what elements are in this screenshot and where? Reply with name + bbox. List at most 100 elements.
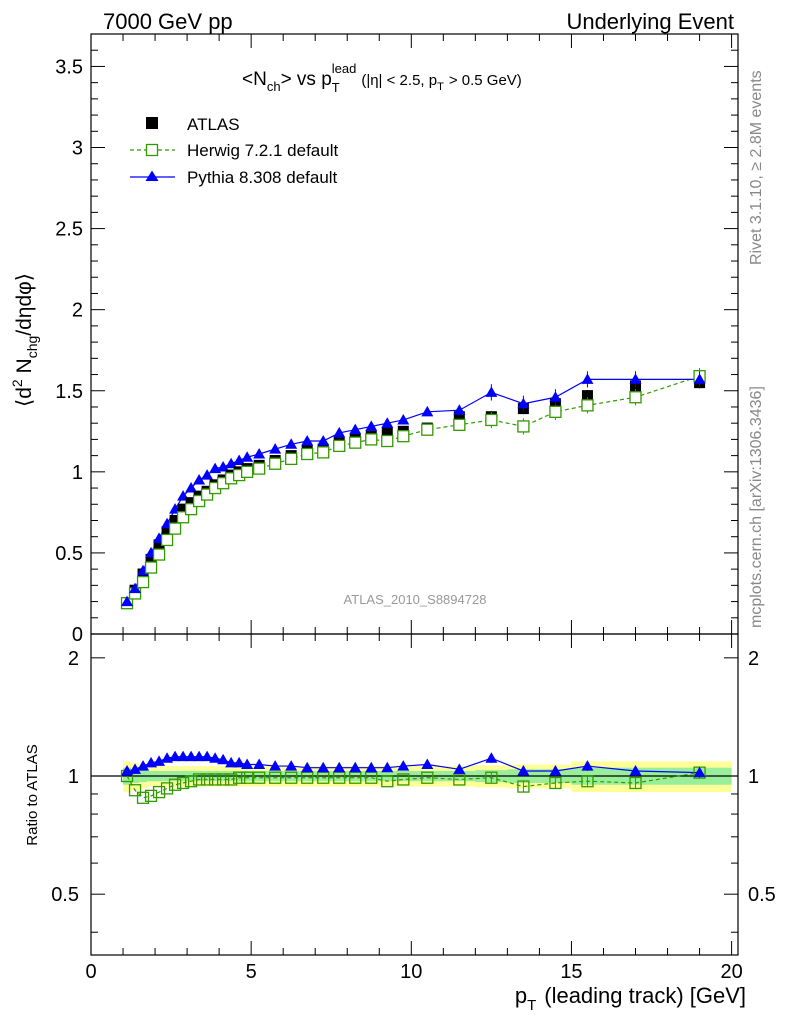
herwig-point [160,533,174,547]
ratio-pythia-point [301,761,314,773]
herwig-point [136,575,150,589]
ratio-herwig-point [200,773,214,786]
atlas-point [153,539,165,551]
ratio-pythia-point [217,753,230,765]
pythia-point [233,454,246,465]
pythia-point [193,473,206,485]
pythia-point [185,482,198,493]
title-main: <N [242,69,267,90]
pythia-point [549,391,562,402]
herwig-point [269,457,282,470]
ratio-pythia-point [193,750,206,762]
ratio-herwig-point [253,771,266,784]
ratio-herwig-point [216,773,230,786]
atlas-point [581,390,593,402]
ratio-herwig-point [453,773,466,786]
ratio-herwig-point [224,773,238,786]
ratio-herwig-point [160,782,174,795]
pythia-point [629,373,642,384]
pythia-point [269,443,282,454]
main-y-axis-label: ⟨d2 Nchg/dηdφ⟩ [9,273,40,407]
atlas-point [177,503,189,515]
ratio-herwig-point [136,791,150,804]
ratio-pythia-point [201,750,214,762]
ratio-pythia-point [241,758,254,769]
title-mid-sub: T [332,80,340,95]
main-y-tick-labels: 0.5 1 1.5 2 2.5 3 3.5 0 [55,56,83,646]
ratio-pythia-point [693,766,706,778]
ratio-herwig-point [301,771,314,784]
atlas-point [453,411,465,423]
ratio-pythia-point [317,761,330,773]
herwig-point [144,561,158,574]
ylabel-sub: chg [24,336,40,359]
ratio-herwig-point [397,773,410,786]
ratio-pythia-point [365,761,378,773]
herwig-point [333,439,346,453]
ratio-herwig-point [192,773,206,786]
herwig-point [168,522,182,535]
main-panel: 0.511.522.533.50 ATLAS_2010_S8894728 <Nc… [9,33,739,646]
ratio-pythia-point [285,760,298,771]
x-axis-label: pT (leading track) [GeV] [515,983,746,1014]
ylabel-close: /dηdφ⟩ [13,273,36,336]
pythia-point [333,426,346,438]
x-tick-label: 10 [400,961,422,983]
ratio-herwig-point [349,771,362,784]
ratio-pythia-point [421,758,434,769]
ratio-y-tick-labels: 0.5 0.5 1 1 2 2 [51,648,776,906]
herwig-point [421,423,434,436]
ratio-herwig-point [285,771,298,784]
legend-label-pythia: Pythia 8.308 default [187,168,338,187]
ratio-pythia-point [485,752,498,763]
pythia-point [129,582,142,594]
herwig-point [629,391,642,404]
legend-marker-atlas [146,117,158,129]
ratio-pythia-point [349,761,362,773]
ratio-pythia-point [169,750,182,762]
ratio-panel: 0.5 0.5 1 1 2 2 0 5 10 15 20 Ratio to ATLAS pT (le… [24,633,776,1014]
ratio-pythia-line [126,756,700,774]
herwig-point [152,548,166,561]
legend-marker-pythia [145,170,159,181]
ratio-herwig-point [232,771,246,784]
ratio-herwig-point [168,778,182,791]
main-y-tick-label: 0.5 [55,543,83,565]
main-y-tick-label: 0 [72,624,83,646]
herwig-point [184,502,198,516]
ratio-y-tick-label: 2 [68,648,79,670]
main-series [120,368,706,610]
plot-title: <Nch> vs pTlead(|η| < 2.5, pT > 0.5 GeV) [242,61,522,95]
ratio-pythia-point [517,764,530,776]
ratio-y-tick-label: 1 [68,766,79,788]
x-tick-label: 0 [85,961,96,983]
ratio-pythia-point [153,755,166,766]
main-y-tick-label: 3 [72,138,83,160]
ratio-herwig-point [549,776,562,790]
ratio-y-tick-label-right: 1 [748,766,759,788]
herwig-point [317,446,330,459]
ylabel-sup: 2 [9,379,25,387]
herwig-point [381,434,394,448]
pythia-point [581,373,594,384]
atlas-point [161,526,173,538]
pythia-point [317,435,330,446]
ratio-ticks [90,634,738,955]
ratio-pythia-point [333,761,346,773]
herwig-point [192,494,206,508]
herwig-line [126,375,700,604]
pythia-point [453,404,466,415]
main-y-tick-label: 2 [72,300,83,322]
main-y-tick-label: 3.5 [55,56,83,78]
ratio-herwig-point [381,775,394,788]
ratio-y-tick-label: 0.5 [51,884,79,906]
pythia-point [301,435,314,446]
ratio-frame [90,633,739,956]
herwig-point [240,465,254,478]
ratio-pythia-point [129,763,142,774]
herwig-point [349,436,362,449]
ratio-pythia-point [209,752,222,763]
herwig-point [517,420,530,433]
ylabel-open: ⟨d [13,387,36,407]
